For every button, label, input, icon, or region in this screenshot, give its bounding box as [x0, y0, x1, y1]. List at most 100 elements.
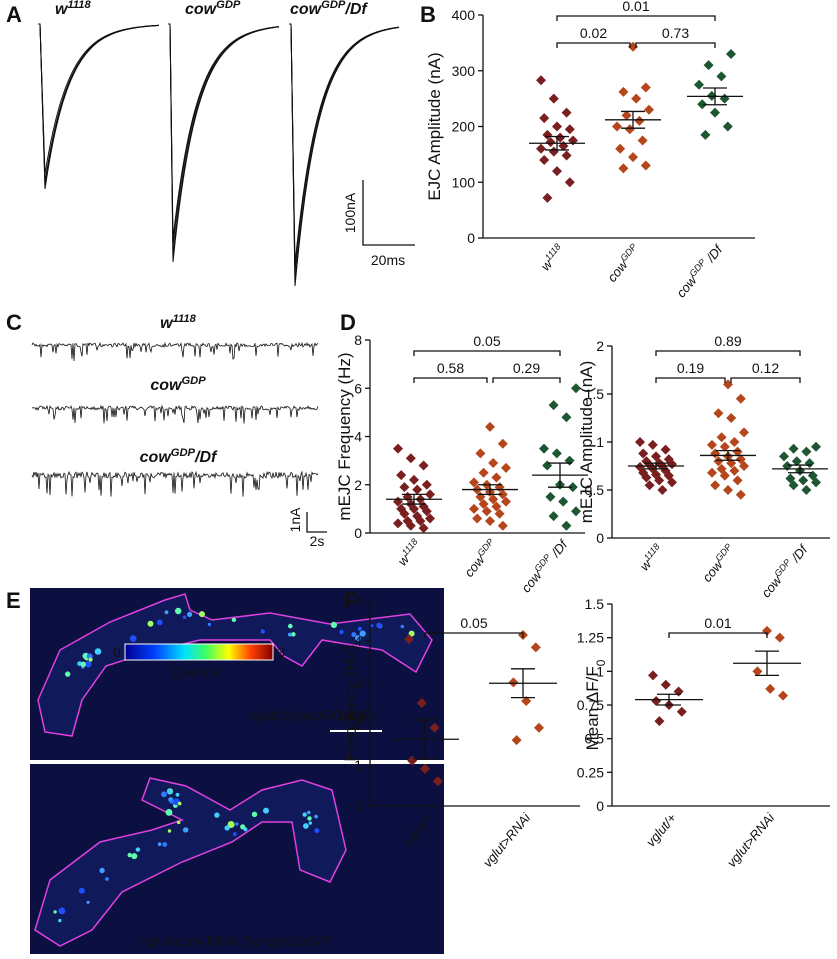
data-point: [552, 121, 562, 132]
data-point: [485, 421, 495, 432]
data-point: [729, 465, 740, 476]
data-point: [631, 93, 642, 104]
data-point: [801, 446, 812, 457]
trace: [38, 23, 160, 175]
p-value: 0.12: [752, 360, 779, 376]
event-dot: [99, 867, 105, 874]
scale-bar: [306, 512, 327, 533]
error-bar: [788, 464, 812, 474]
event-dot: [291, 632, 296, 637]
data-point: [409, 503, 419, 514]
data-point: [534, 722, 544, 733]
p-value: 0.73: [662, 25, 689, 41]
data-point: [791, 456, 802, 467]
event-dot: [214, 812, 220, 818]
data-point: [561, 107, 572, 118]
significance-bracket: [655, 377, 726, 383]
data-point: [558, 496, 569, 507]
trace-label-part: GDP: [321, 0, 346, 11]
data-point: [545, 491, 556, 502]
event-dot: [157, 842, 162, 846]
data-point: [647, 439, 658, 450]
data-point: [555, 132, 566, 143]
event-dot: [175, 607, 182, 615]
data-point: [804, 458, 815, 469]
data-point: [561, 412, 572, 423]
x-tick-label-part: GDP: [475, 537, 495, 559]
trace-label-part: /Df: [344, 1, 368, 18]
x-tick-label: vglut>RNAi: [724, 809, 778, 870]
trace-label: cowGDP: [185, 0, 241, 18]
x-tick-label-part: GDP: [713, 542, 733, 564]
y-axis-label: Mean ΔF/F0: [583, 659, 608, 750]
data-point: [404, 634, 414, 645]
data-point: [508, 677, 519, 688]
event-dot: [232, 832, 237, 837]
y-tick-label: 0: [596, 798, 604, 814]
data-point: [618, 163, 629, 174]
error-bar: [657, 693, 681, 706]
event-dot: [165, 809, 173, 816]
trace: [289, 23, 400, 273]
data-point: [542, 129, 553, 140]
data-point: [735, 489, 746, 500]
trace: [289, 23, 400, 283]
data-point: [501, 462, 511, 473]
event-dot: [177, 801, 182, 806]
significance-bracket: [424, 632, 524, 638]
event-dot: [127, 852, 132, 858]
y-tick-label: 1: [596, 663, 604, 679]
x-tick-label: vglut>RNAi: [480, 809, 534, 870]
trace: [168, 23, 280, 263]
data-point: [405, 453, 416, 464]
data-point: [716, 432, 727, 443]
y-tick-label: 4: [354, 633, 362, 649]
data-point: [660, 444, 671, 455]
event-dot: [58, 907, 66, 915]
data-point: [801, 485, 812, 495]
event-dot: [164, 610, 169, 615]
data-point: [561, 150, 572, 161]
x-tick-label-part: GDP: [618, 242, 638, 264]
significance-bracket: [413, 377, 488, 383]
data-point: [481, 506, 492, 517]
data-point: [726, 413, 737, 423]
event-dot: [58, 918, 62, 923]
data-point: [418, 523, 429, 534]
trace: [38, 23, 160, 183]
data-point: [640, 160, 651, 171]
y-tick-label: 1.5: [585, 386, 605, 402]
data-point: [393, 518, 403, 529]
significance-bracket: [413, 350, 561, 356]
data-point: [564, 455, 575, 466]
event-dot: [86, 900, 90, 904]
data-point: [548, 400, 559, 411]
data-point: [707, 467, 717, 478]
y-tick-label: 2: [354, 477, 362, 493]
data-point: [788, 480, 799, 491]
event-dot: [183, 827, 189, 833]
event-dot: [288, 632, 292, 637]
event-dot: [307, 810, 311, 815]
x-tick-label: cowGDP /Df: [757, 541, 811, 601]
data-point: [719, 470, 730, 481]
scale-label: 100nA: [342, 192, 358, 233]
colorbar-max: 3: [277, 644, 285, 660]
data-point: [615, 143, 626, 154]
data-point: [654, 716, 665, 727]
y-axis-label: EJC Amplitude (nA): [425, 52, 444, 200]
error-bar: [548, 462, 572, 488]
data-point: [548, 511, 559, 522]
data-point: [399, 482, 410, 493]
data-point: [621, 110, 632, 121]
y-tick-label: 1.5: [585, 596, 605, 612]
event-dot: [263, 807, 269, 814]
data-point: [548, 93, 559, 104]
data-point: [707, 439, 717, 450]
y-tick-label: 100: [452, 174, 476, 190]
y-tick-label: 0.5: [585, 731, 605, 747]
data-point: [722, 121, 733, 132]
significance-bracket: [655, 350, 801, 356]
data-point: [475, 448, 486, 459]
